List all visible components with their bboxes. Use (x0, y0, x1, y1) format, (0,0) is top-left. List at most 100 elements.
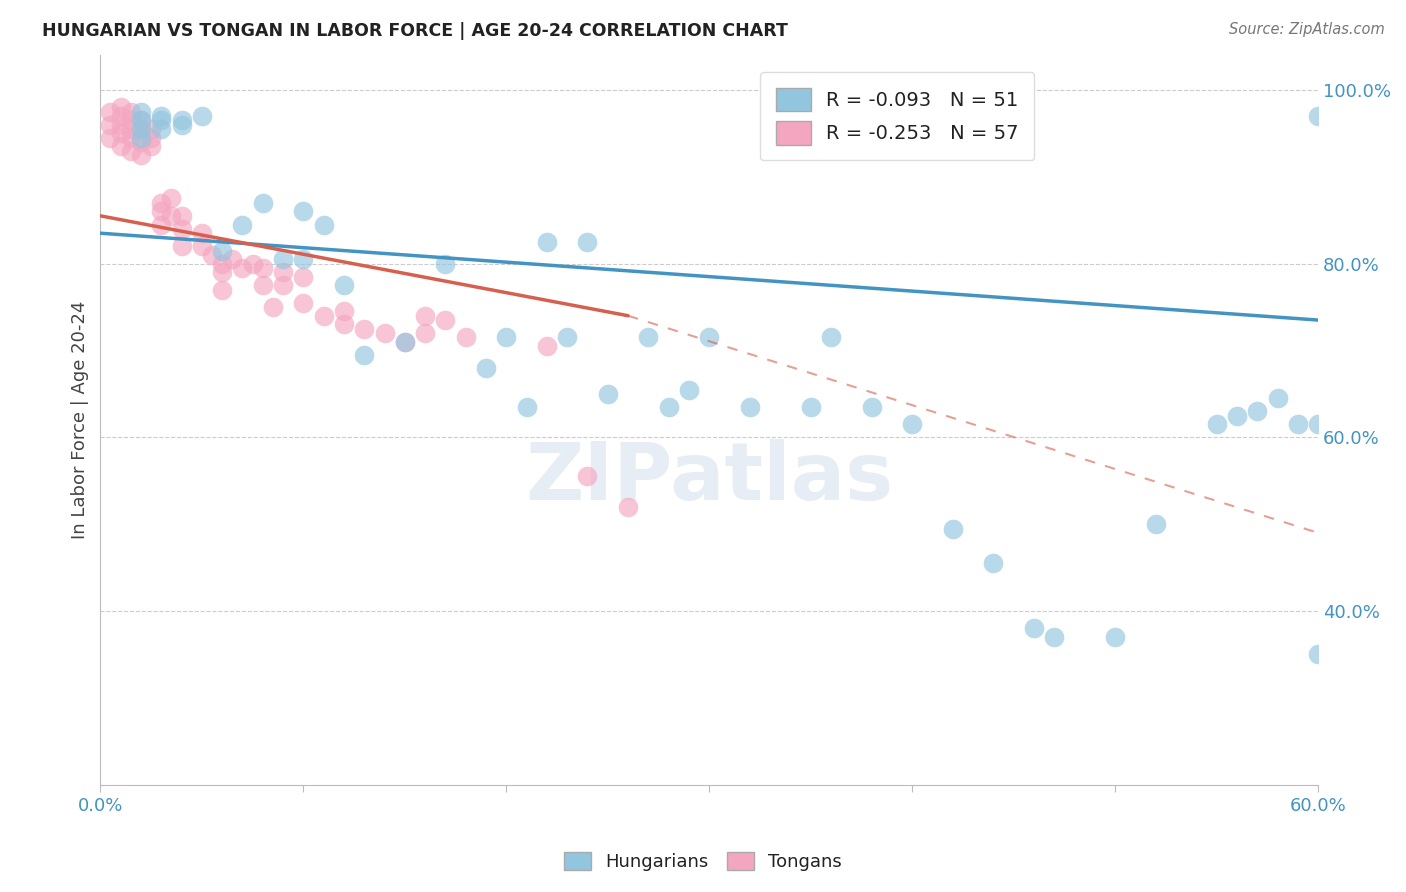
Point (576, 469, 599, 483)
Text: Source: ZipAtlas.com: Source: ZipAtlas.com (1229, 22, 1385, 37)
Point (536, 339, 558, 353)
Point (1246, 404, 1268, 418)
Point (983, 556, 1005, 570)
Point (160, 209, 183, 223)
Point (242, 257, 264, 271)
Point (221, 252, 243, 267)
Point (413, 309, 436, 323)
Point (516, 400, 538, 414)
Point (129, 122, 152, 136)
Point (1205, 417, 1227, 432)
Point (596, 387, 619, 401)
Point (150, 113, 173, 128)
Point (333, 304, 356, 318)
Point (150, 122, 173, 136)
Point (120, 130, 142, 145)
Point (942, 522, 965, 536)
Point (271, 252, 294, 267)
Point (211, 257, 233, 271)
Point (1267, 391, 1289, 405)
Point (110, 118, 132, 132)
Point (576, 235, 599, 249)
Legend: Hungarians, Tongans: Hungarians, Tongans (557, 845, 849, 879)
Point (191, 109, 214, 123)
Point (697, 330, 720, 344)
Point (110, 109, 132, 123)
Point (475, 360, 498, 375)
Point (1043, 630, 1066, 644)
Point (1308, 417, 1330, 432)
Point (191, 239, 214, 253)
Point (536, 235, 558, 249)
Text: HUNGARIAN VS TONGAN IN LABOR FORCE | AGE 20-24 CORRELATION CHART: HUNGARIAN VS TONGAN IN LABOR FORCE | AGE… (42, 22, 787, 40)
Point (373, 326, 395, 340)
Point (678, 383, 700, 397)
Point (292, 269, 315, 284)
Point (413, 326, 436, 340)
Point (211, 265, 233, 279)
Point (129, 122, 152, 136)
Point (139, 130, 162, 145)
Point (110, 100, 132, 114)
Point (637, 330, 659, 344)
Point (1286, 417, 1309, 432)
Point (271, 265, 294, 279)
Point (434, 313, 457, 327)
Point (353, 322, 375, 336)
Point (495, 330, 517, 344)
Point (129, 130, 152, 145)
Point (333, 278, 356, 293)
Point (139, 139, 162, 153)
Point (170, 209, 193, 223)
Point (312, 309, 335, 323)
Point (262, 300, 284, 314)
Point (211, 244, 233, 258)
Text: ZIPatlas: ZIPatlas (524, 440, 893, 517)
Point (1144, 517, 1167, 532)
Point (394, 334, 416, 349)
Point (312, 218, 335, 232)
Point (150, 204, 173, 219)
Point (170, 222, 193, 236)
Point (860, 400, 883, 414)
Point (820, 330, 842, 344)
Point (292, 252, 315, 267)
Point (170, 118, 193, 132)
Point (110, 139, 132, 153)
Point (231, 218, 253, 232)
Point (211, 283, 233, 297)
Point (658, 400, 681, 414)
Point (110, 126, 132, 140)
Point (1022, 621, 1045, 635)
Point (231, 260, 253, 275)
Point (100, 130, 122, 145)
Point (120, 122, 142, 136)
Point (454, 330, 477, 344)
Point (292, 295, 315, 310)
Legend: R = -0.093   N = 51, R = -0.253   N = 57: R = -0.093 N = 51, R = -0.253 N = 57 (761, 72, 1035, 161)
Point (617, 500, 640, 514)
Point (201, 248, 224, 262)
Point (129, 135, 152, 149)
Point (434, 257, 457, 271)
Point (129, 113, 152, 128)
Point (160, 191, 183, 205)
Point (1226, 409, 1249, 423)
Point (394, 334, 416, 349)
Point (100, 104, 122, 119)
Point (129, 113, 152, 128)
Point (129, 104, 152, 119)
Point (252, 278, 274, 293)
Point (170, 113, 193, 128)
Point (1308, 648, 1330, 662)
Point (1104, 630, 1126, 644)
Point (292, 204, 315, 219)
Point (555, 330, 578, 344)
Point (150, 218, 173, 232)
Point (901, 417, 924, 432)
Point (150, 195, 173, 210)
Point (150, 109, 173, 123)
Point (333, 318, 356, 332)
Point (271, 278, 294, 293)
Point (1308, 109, 1330, 123)
